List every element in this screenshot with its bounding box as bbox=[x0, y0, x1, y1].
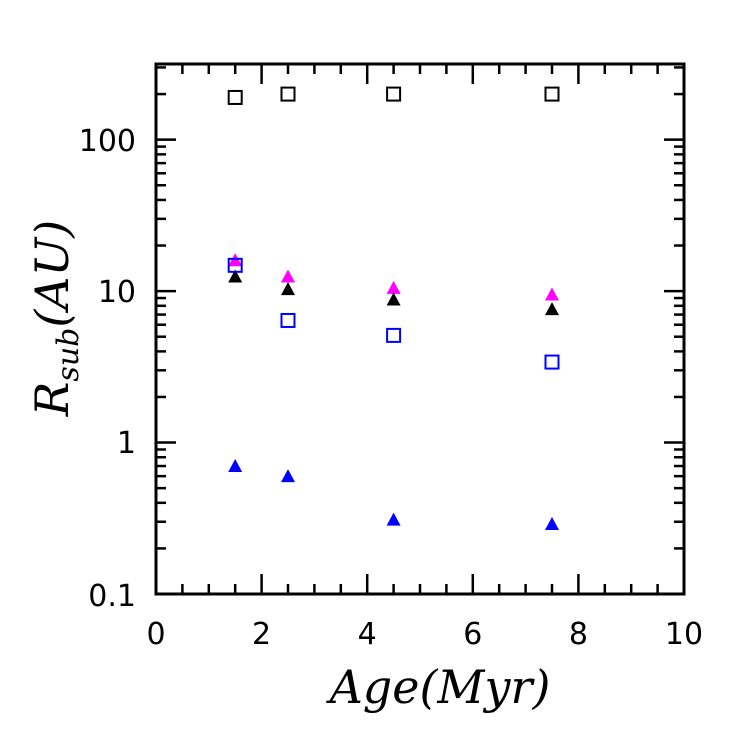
blue-open-square-point-2 bbox=[386, 327, 402, 343]
data-marks bbox=[227, 86, 560, 530]
magenta-filled-triangle-point-2 bbox=[386, 280, 401, 294]
y-tick-label-1: 1 bbox=[117, 426, 136, 461]
blue-filled-triangle-point-0 bbox=[228, 459, 243, 473]
black-open-square-point-2 bbox=[386, 86, 402, 102]
y-axis-title-rest: (AU) bbox=[25, 220, 79, 328]
x-axis-title: Age(Myr) bbox=[326, 660, 551, 714]
black-open-square-point-3 bbox=[544, 86, 560, 102]
black-open-square-point-0 bbox=[227, 89, 243, 105]
y-axis-title-main: R bbox=[25, 382, 79, 418]
blue-filled-triangle-point-2 bbox=[386, 512, 401, 526]
black-filled-triangle-point-3 bbox=[545, 302, 559, 316]
x-tick-label-4: 4 bbox=[358, 617, 377, 652]
x-tick-label-2: 2 bbox=[252, 617, 271, 652]
magenta-filled-triangle-point-1 bbox=[281, 269, 295, 283]
x-tick-label-0: 0 bbox=[146, 617, 165, 652]
y-axis-title: Rsub(AU) bbox=[25, 220, 86, 417]
x-tick-label-6: 6 bbox=[463, 617, 482, 652]
blue-filled-triangle-point-1 bbox=[281, 469, 295, 483]
y-axis-title-sub: sub bbox=[51, 328, 86, 382]
blue-open-square-point-1 bbox=[280, 312, 296, 328]
black-open-square-point-1 bbox=[280, 86, 296, 102]
black-filled-triangle-point-0 bbox=[228, 269, 243, 283]
x-tick-label-10: 10 bbox=[665, 617, 703, 652]
plot-frame bbox=[154, 62, 686, 596]
y-tick-label-100: 100 bbox=[79, 124, 136, 159]
black-filled-triangle-point-1 bbox=[281, 282, 295, 296]
blue-open-square-point-3 bbox=[544, 354, 560, 370]
y-tick-label-0.1: 0.1 bbox=[88, 579, 136, 614]
blue-open-square-point-0 bbox=[227, 257, 243, 273]
black-filled-triangle-point-2 bbox=[386, 292, 401, 306]
blue-filled-triangle-point-3 bbox=[545, 516, 559, 530]
magenta-filled-triangle-point-3 bbox=[545, 287, 559, 301]
x-tick-label-8: 8 bbox=[569, 617, 588, 652]
y-tick-label-10: 10 bbox=[98, 275, 136, 310]
axis-ticks bbox=[154, 64, 686, 596]
